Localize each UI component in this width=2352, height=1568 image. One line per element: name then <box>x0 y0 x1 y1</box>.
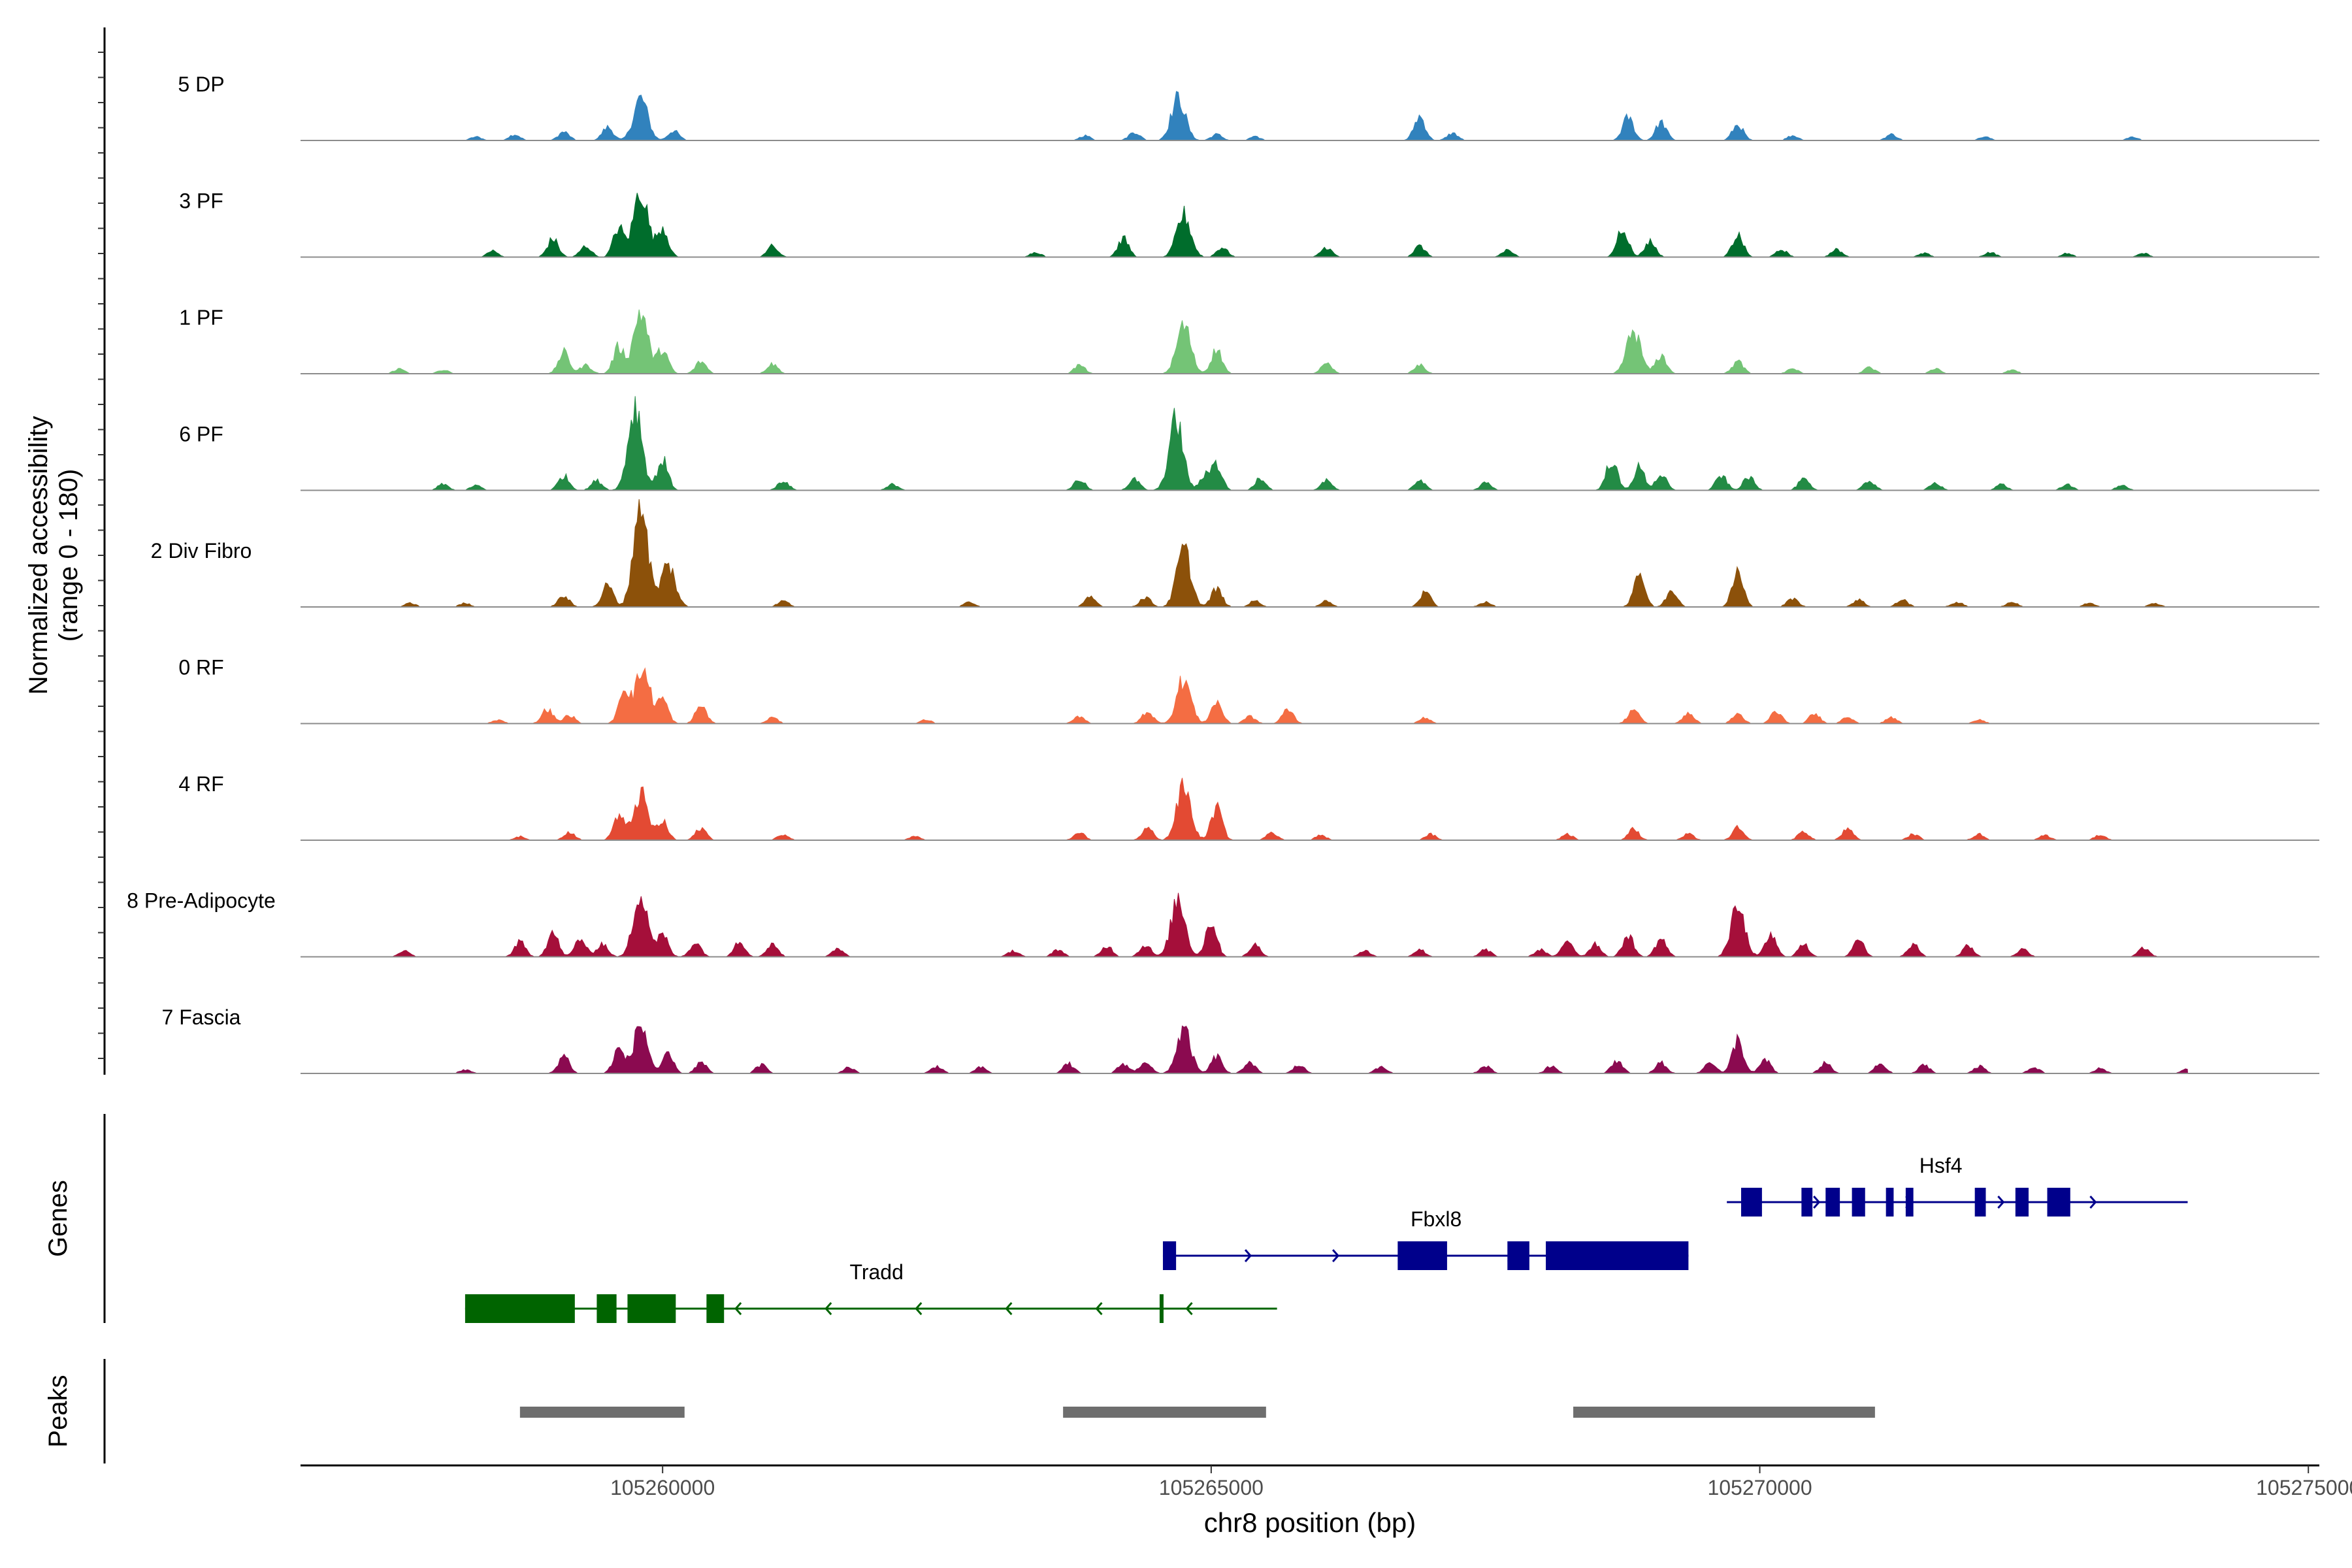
gene-exon <box>465 1294 575 1323</box>
strand-chevron <box>825 1302 832 1315</box>
gene-exon <box>596 1294 617 1323</box>
strand-chevron <box>915 1302 923 1315</box>
track-3-pf: 3 PF <box>179 189 2319 258</box>
gene-exon <box>1507 1241 1529 1270</box>
gene-tradd: Tradd <box>465 1260 1277 1323</box>
track-label: 8 Pre-Adipocyte <box>127 889 276 913</box>
gene-name-label: Hsf4 <box>1919 1154 1963 1177</box>
coverage-area <box>301 193 2188 257</box>
track-label: 7 Fascia <box>162 1005 241 1029</box>
x-tick-label: 105275000 <box>2256 1476 2352 1499</box>
gene-exon <box>1886 1188 1894 1217</box>
gene-exon <box>1905 1188 1914 1217</box>
coverage-area <box>301 777 2188 841</box>
gene-exon <box>1162 1241 1177 1270</box>
strand-chevron <box>1813 1196 1821 1209</box>
gene-fbxl8: Fbxl8 <box>1162 1207 1689 1270</box>
gene-exon <box>2047 1188 2070 1217</box>
track-1-pf: 1 PF <box>179 306 2319 374</box>
strand-chevron <box>1185 1302 1193 1315</box>
track-8-pre-adipocyte: 8 Pre-Adipocyte <box>127 889 2319 958</box>
gene-name-label: Fbxl8 <box>1411 1207 1462 1231</box>
y-axis-title-line2: (range 0 - 180) <box>54 469 83 642</box>
coverage-area <box>301 309 2188 374</box>
gene-exon <box>1546 1241 1689 1270</box>
x-tick-label: 105270000 <box>1707 1476 1812 1499</box>
track-4-rf: 4 RF <box>178 772 2319 841</box>
gene-exon <box>1801 1188 1813 1217</box>
strand-chevron <box>1997 1196 2005 1209</box>
gene-exon <box>627 1294 676 1323</box>
coverage-area <box>301 892 2188 958</box>
gene-exon <box>1740 1188 1762 1217</box>
gene-hsf4: Hsf4 <box>1727 1154 2188 1217</box>
strand-chevron <box>734 1302 742 1315</box>
peak-region <box>1573 1407 1875 1418</box>
peak-region <box>519 1407 685 1418</box>
y-axis-title-line1: Normalized accessibility <box>24 416 53 695</box>
strand-chevron <box>2089 1196 2097 1209</box>
track-label: 4 RF <box>178 772 223 796</box>
peak-region <box>1063 1407 1266 1418</box>
axes: 105260000 105265000 105270000 105275000 <box>98 27 2352 1499</box>
coverage-area <box>301 667 2188 724</box>
peaks-track-label: Peaks <box>44 1375 73 1447</box>
gene-exon <box>1397 1241 1447 1270</box>
gene-name-label: Tradd <box>849 1260 903 1284</box>
gene-exon <box>1159 1294 1164 1323</box>
gene-exon <box>1825 1188 1840 1217</box>
track-label: 6 PF <box>179 423 223 446</box>
coverage-area <box>301 396 2188 491</box>
strand-chevron <box>1331 1249 1340 1262</box>
coverage-tracks: 5 DP 3 PF 1 PF 6 PF 2 Div Fibro 0 RF 4 RF 8 Pre… <box>127 73 2319 1074</box>
coverage-area <box>301 498 2188 608</box>
track-5-dp: 5 DP <box>178 73 2319 141</box>
strand-chevron <box>1095 1302 1103 1315</box>
gene-exon <box>706 1294 725 1323</box>
track-label: 1 PF <box>179 306 223 329</box>
track-label: 2 Div Fibro <box>151 539 252 563</box>
track-6-pf: 6 PF <box>179 396 2319 491</box>
x-tick-label: 105260000 <box>610 1476 715 1499</box>
peaks-track <box>519 1407 1875 1418</box>
track-label: 5 DP <box>178 73 224 96</box>
x-axis-title: chr8 position (bp) <box>1204 1507 1416 1538</box>
strand-chevron <box>1005 1302 1013 1315</box>
coverage-area <box>301 1025 2189 1074</box>
gene-exon <box>1852 1188 1865 1217</box>
track-0-rf: 0 RF <box>178 656 2319 725</box>
genes-track-label: Genes <box>44 1180 73 1257</box>
track-label: 0 RF <box>178 656 223 679</box>
strand-chevron <box>1244 1249 1252 1262</box>
track-2-div-fibro: 2 Div Fibro <box>151 498 2319 608</box>
gene-exon <box>1974 1188 1986 1217</box>
track-label: 3 PF <box>179 189 223 213</box>
x-tick-label: 105265000 <box>1159 1476 1264 1499</box>
track-7-fascia: 7 Fascia <box>162 1005 2319 1074</box>
gene-exon <box>2015 1188 2029 1217</box>
coverage-area <box>301 91 2188 141</box>
gene-annotation-track: Tradd Fbxl8 Hsf4 <box>465 1154 2188 1323</box>
